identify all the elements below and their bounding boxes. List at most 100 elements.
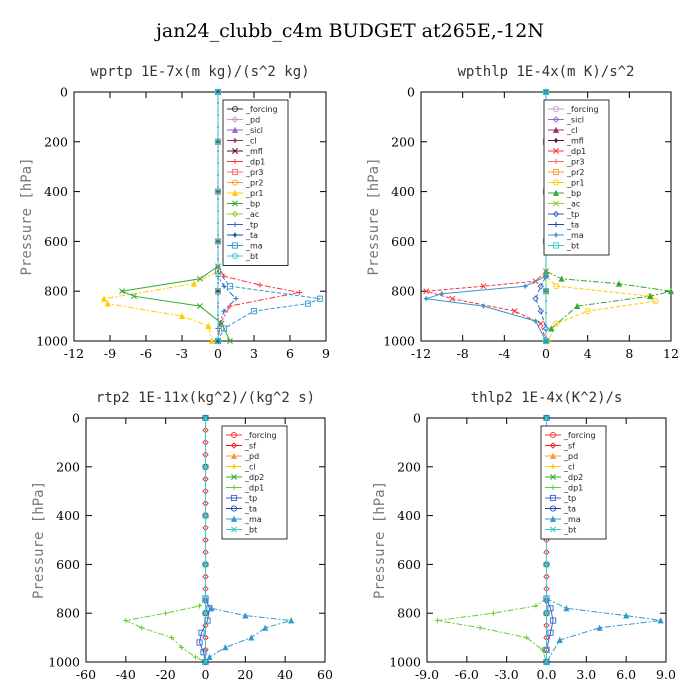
legend-marker [231, 526, 237, 533]
legend-marker [230, 442, 238, 449]
data-point-pr1 [205, 322, 212, 329]
y-tick-label: 800 [56, 606, 80, 621]
legend-entry: _pr1 [245, 189, 263, 198]
data-point-ma [226, 283, 234, 290]
data-point-bt [214, 88, 222, 96]
x-tick-label: -6 [140, 346, 152, 361]
panel-thlp2: thlp2 1E-4x(K^2)/s Pressure [hPa] -9.0 -6.0… [372, 390, 676, 682]
legend-marker [230, 452, 238, 459]
legend-entry: _pd [244, 452, 259, 461]
data-point-ma [220, 325, 228, 332]
y-tick-label: 600 [397, 557, 421, 572]
data-point-tp [537, 282, 545, 290]
x-tick-label: -4 [498, 346, 510, 361]
data-point-ma [596, 624, 603, 631]
data-point-bt [202, 463, 209, 470]
legend-marker [552, 116, 560, 123]
legend-marker [230, 505, 238, 512]
x-tick-label: -6.0 [455, 667, 479, 682]
x-tick-label: 0 [214, 346, 222, 361]
data-point-tp [547, 605, 554, 612]
x-tick-label: -20 [156, 667, 176, 682]
series-line-bp [545, 92, 672, 329]
legend-marker [232, 158, 238, 165]
x-tick-label: 0 [542, 346, 550, 361]
legend-marker [230, 463, 238, 470]
data-point-bt [214, 288, 222, 295]
legend-marker [231, 231, 239, 239]
data-point-ma [242, 612, 249, 619]
legend-entry: _dp1 [245, 158, 265, 167]
legend-entry: _forcing [566, 105, 599, 114]
data-point-bp [131, 293, 137, 300]
legend-marker [231, 179, 239, 186]
x-tick-label: 40 [277, 667, 293, 682]
x-tick-label: 4 [584, 346, 592, 361]
y-tick-label: 0 [60, 85, 68, 100]
data-point-pr1 [553, 283, 560, 290]
data-point-dp1 [537, 320, 544, 327]
data-point-dp1 [435, 617, 441, 624]
y-axis-label: Pressure [hPa] [31, 481, 47, 599]
legend-entry: _cl [566, 126, 578, 135]
y-tick-label: 400 [391, 184, 415, 199]
legend-entry: _pd [563, 452, 578, 461]
data-point-bp [667, 287, 675, 295]
data-point-tp [532, 295, 539, 302]
data-point-tp [547, 629, 554, 636]
y-tick-label: 1000 [48, 655, 80, 670]
data-point-bp [574, 302, 581, 310]
series-line-pr1 [103, 92, 219, 342]
data-point-dp1 [169, 635, 175, 641]
legend-entry: _sf [563, 442, 575, 451]
x-tick-label: -9.0 [415, 667, 439, 682]
legend-marker [552, 137, 560, 144]
x-tick-label: -12 [64, 346, 84, 361]
y-axis-label: Pressure [hPa] [372, 481, 388, 599]
legend-marker [232, 221, 238, 228]
data-point-tp [200, 649, 207, 656]
legend-marker [549, 442, 557, 449]
y-tick-label: 800 [391, 284, 415, 299]
data-point-pr1 [553, 320, 560, 327]
legend-marker [552, 179, 560, 186]
legend-marker [552, 242, 560, 249]
legend-entry: _tp [245, 221, 258, 230]
legend-entry: _ma [245, 242, 263, 251]
panel-title: thlp2 1E-4x(K^2)/s [471, 390, 623, 406]
data-point-tp [537, 307, 545, 315]
legend-marker [232, 200, 238, 207]
data-point-ma [521, 283, 529, 290]
data-point-dp1 [163, 610, 169, 616]
legend-marker [552, 105, 560, 113]
data-point-ma [438, 290, 446, 297]
x-tick-label: 0.0 [537, 667, 557, 682]
legend-marker [231, 105, 239, 113]
data-point-tp [196, 639, 203, 646]
legend-entry: _pd [245, 116, 260, 125]
legend-marker [549, 494, 557, 502]
panel-title: wpthlp 1E-4x(m K)/s^2 [457, 64, 634, 80]
series-line-ma [546, 418, 661, 663]
panel-wprtp: wprtp 1E-7x(m kg)/(s^2 kg) Pressure [hPa]… [19, 64, 330, 361]
data-point-dp1 [423, 288, 430, 295]
y-tick-label: 400 [397, 508, 421, 523]
legend-marker [231, 137, 239, 144]
data-point-ma [422, 295, 430, 302]
data-point-bt [202, 561, 209, 568]
y-tick-label: 200 [391, 134, 415, 149]
data-point-bt [543, 561, 550, 568]
data-point-dp1 [533, 603, 539, 609]
legend-entry: _ta [566, 221, 579, 230]
data-point-bp [227, 338, 233, 344]
data-point-ma [288, 617, 295, 624]
data-point-bt [543, 415, 550, 421]
legend-marker [231, 116, 239, 123]
legend-entry: _ac [566, 200, 580, 209]
series-line-ma [205, 418, 292, 663]
legend-entry: _tp [563, 494, 576, 503]
x-tick-label: 8 [625, 346, 633, 361]
x-tick-label: 0 [202, 667, 210, 682]
series-line-ma [426, 92, 547, 342]
